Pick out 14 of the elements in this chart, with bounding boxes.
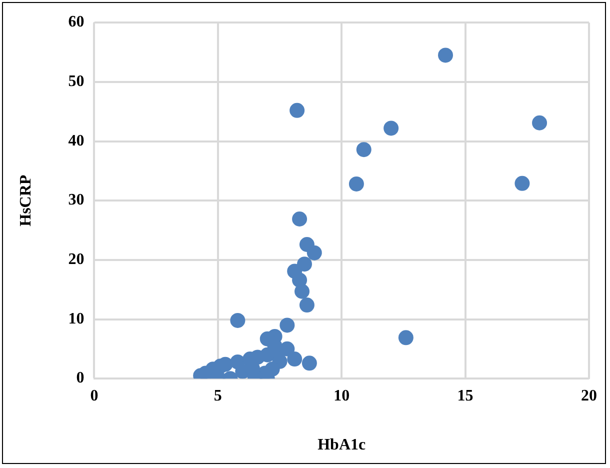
x-axis-title: HbA1c [318, 436, 366, 454]
x-tick-label: 15 [457, 387, 474, 404]
y-tick-label: 20 [68, 251, 84, 268]
y-axis-title: HsCRP [18, 174, 35, 226]
y-tick-label: 60 [68, 14, 84, 31]
y-tick-label: 10 [68, 310, 84, 328]
y-tick-label: 0 [76, 370, 84, 387]
x-tick-label: 20 [581, 387, 597, 404]
x-tick-label: 5 [214, 387, 222, 404]
y-tick-label: 40 [68, 132, 84, 150]
x-tick-label: 0 [90, 387, 98, 404]
y-tick-label: 50 [68, 73, 84, 90]
y-tick-label: 30 [68, 192, 84, 209]
x-tick-label: 10 [334, 387, 350, 404]
